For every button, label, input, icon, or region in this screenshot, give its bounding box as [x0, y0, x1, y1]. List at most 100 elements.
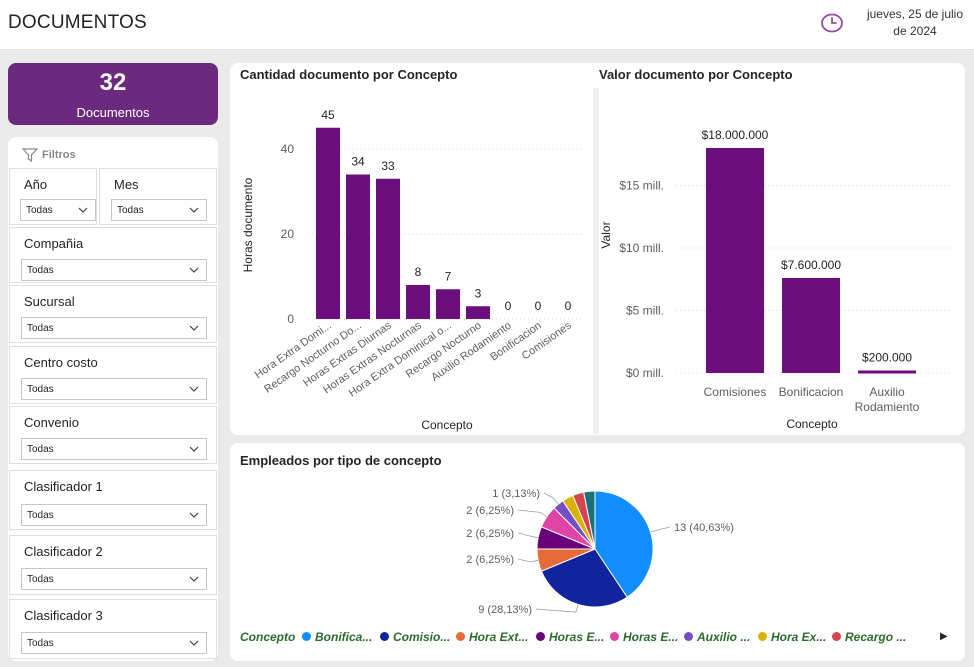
chevron-down-icon [189, 576, 199, 582]
y-axis-label: Valor [599, 221, 613, 248]
slicer-year-title: Año [24, 177, 48, 192]
x-axis-label: Concepto [786, 417, 838, 431]
data-label: 8 [415, 265, 422, 279]
bar[interactable] [466, 306, 490, 319]
date-line-1: jueves, 25 de julio [866, 7, 964, 21]
pie-slice[interactable] [583, 490, 596, 550]
legend-marker [536, 632, 545, 641]
leader-line [535, 604, 579, 613]
bar[interactable] [406, 285, 430, 319]
chevron-down-icon [189, 512, 199, 518]
clasificador-3-dropdown-value: Todas [27, 638, 54, 649]
y-tick-label: $0 mill. [626, 366, 664, 380]
date-display: jueves, 25 de julio de 2024 [858, 6, 972, 40]
legend-label: Bonifica... [315, 630, 373, 644]
x-tick-label: Auxilio [869, 385, 905, 399]
convenio-dropdown[interactable]: Todas [21, 438, 207, 460]
legend-marker [758, 632, 767, 641]
slicer-clasificador-2: Clasificador 2 Todas [9, 535, 217, 595]
x-tick-label: Bonificacion [779, 385, 844, 399]
data-label: 9 (28,13%) [478, 604, 532, 616]
y-tick-label: $10 mill. [619, 241, 664, 255]
slicer-compania: Compañia Todas [9, 227, 217, 283]
leader-line [517, 509, 547, 518]
chart-empleados-pie: 13 (40,63%) 9 (28,13%) 2 (6,25%) 2 (6,25%) 2… [466, 488, 734, 616]
chart-2-bg-strip [593, 88, 599, 434]
legend-item[interactable]: Hora Ex... [758, 630, 826, 644]
legend-item[interactable]: Horas E... [610, 630, 678, 644]
clasificador-1-dropdown-value: Todas [27, 510, 54, 521]
clasificador-2-dropdown[interactable]: Todas [21, 568, 207, 590]
year-dropdown[interactable]: Todas [20, 199, 96, 221]
chevron-down-icon [189, 446, 199, 452]
slicer-sucursal-title: Sucursal [24, 294, 75, 309]
legend-marker [684, 632, 693, 641]
legend-next-icon[interactable]: ▶ [940, 631, 948, 642]
compania-dropdown-value: Todas [27, 265, 54, 276]
leader-line [517, 532, 539, 539]
data-label: $7.600.000 [781, 258, 841, 272]
pie-slice[interactable] [540, 548, 628, 608]
y-tick-label: $5 mill. [626, 304, 664, 318]
data-label: 0 [565, 299, 572, 313]
bar[interactable] [782, 278, 840, 373]
filters-header-label: Filtros [42, 148, 76, 161]
slicer-year: Año Todas [9, 168, 97, 225]
compania-dropdown[interactable]: Todas [21, 259, 207, 281]
legend-item[interactable]: Auxilio ... [684, 630, 750, 644]
slicer-convenio: Convenio Todas [9, 406, 217, 464]
data-label: 2 (6,25%) [466, 528, 514, 540]
chart-valor-documento: $0 mill. $5 mill. $10 mill. $15 mill. $18.00… [599, 128, 950, 431]
bar[interactable] [316, 127, 340, 319]
data-label: 45 [321, 108, 335, 122]
legend-label: Hora Ext... [469, 630, 529, 644]
y-tick-label: 20 [281, 227, 295, 241]
legend-item[interactable]: Comisio... [380, 630, 450, 644]
data-label: 3 [475, 286, 482, 300]
bar[interactable] [706, 148, 764, 373]
clasificador-3-dropdown[interactable]: Todas [21, 632, 207, 654]
bar[interactable] [376, 178, 400, 319]
chart-2-title: Valor documento por Concepto [599, 67, 793, 82]
bar[interactable] [436, 289, 460, 319]
legend-item[interactable]: Horas E... [536, 630, 604, 644]
chevron-down-icon [189, 325, 199, 331]
chevron-down-icon [189, 386, 199, 392]
legend-label: Comisio... [393, 630, 451, 644]
slicer-centro-costo-title: Centro costo [24, 355, 98, 370]
legend-marker [832, 632, 841, 641]
page-title: DOCUMENTOS [8, 12, 147, 33]
year-dropdown-value: Todas [26, 205, 53, 216]
legend-item[interactable]: Hora Ext... [456, 630, 528, 644]
bar[interactable] [346, 174, 370, 320]
month-dropdown[interactable]: Todas [111, 199, 207, 221]
data-label: 34 [351, 155, 365, 169]
legend-label: Hora Ex... [771, 630, 827, 644]
data-label: 0 [535, 299, 542, 313]
x-axis-label: Concepto [421, 418, 473, 432]
data-label: 2 (6,25%) [466, 505, 514, 517]
slicer-clasificador-2-title: Clasificador 2 [24, 544, 103, 559]
slicer-month: Mes Todas [99, 168, 217, 225]
centro-costo-dropdown[interactable]: Todas [21, 378, 207, 400]
bar[interactable] [858, 370, 916, 374]
legend-item[interactable]: Bonifica... [302, 630, 372, 644]
legend-label: Horas E... [549, 630, 605, 644]
legend-marker [302, 632, 311, 641]
slicer-compania-title: Compañia [24, 236, 84, 251]
top-bar: DOCUMENTOS jueves, 25 de julio de 2024 [0, 0, 974, 50]
chart-1-title: Cantidad documento por Concepto [240, 67, 458, 82]
clasificador-2-dropdown-value: Todas [27, 574, 54, 585]
chevron-down-icon [189, 267, 199, 273]
y-axis-label: Horas documento [241, 177, 255, 272]
kpi-value: 32 [99, 69, 127, 96]
clock-icon [821, 13, 843, 33]
slicer-sucursal: Sucursal Todas [9, 285, 217, 343]
data-label: $200.000 [862, 351, 912, 365]
clasificador-1-dropdown[interactable]: Todas [21, 504, 207, 526]
slicer-clasificador-3: Clasificador 3 Todas [9, 599, 217, 659]
slicer-centro-costo: Centro costo Todas [9, 346, 217, 404]
sucursal-dropdown[interactable]: Todas [21, 317, 207, 339]
legend-item[interactable]: Recargo ... [832, 630, 906, 644]
